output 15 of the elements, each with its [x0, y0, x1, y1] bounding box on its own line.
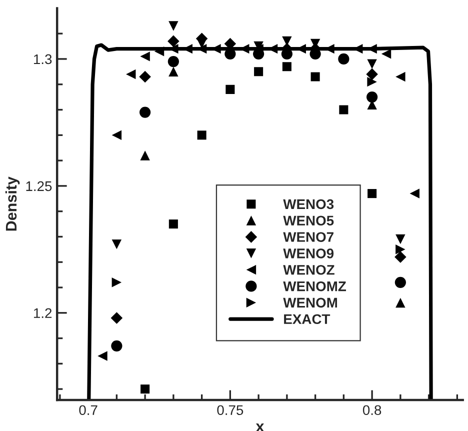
legend-label: WENO3	[283, 199, 334, 210]
x-tick-label: 0.75	[217, 405, 244, 416]
y-axis-title: Density	[5, 176, 20, 231]
y-tick-label: 1.2	[34, 308, 52, 318]
legend-label: WENOZ	[283, 264, 334, 275]
legend-label: WENOMZ	[283, 281, 346, 292]
y-tick-label: 1.3	[34, 54, 52, 64]
x-tick-label: 0.7	[79, 405, 98, 416]
legend-label: WENO9	[283, 248, 334, 258]
legend-label: WENO7	[283, 232, 334, 242]
legend-label: WENOM	[283, 298, 337, 308]
x-tick-label: 0.8	[362, 405, 382, 416]
legend-label: EXACT	[284, 314, 330, 324]
legend-label: WENO5	[283, 216, 334, 226]
y-tick-label: 1.25	[26, 181, 52, 192]
